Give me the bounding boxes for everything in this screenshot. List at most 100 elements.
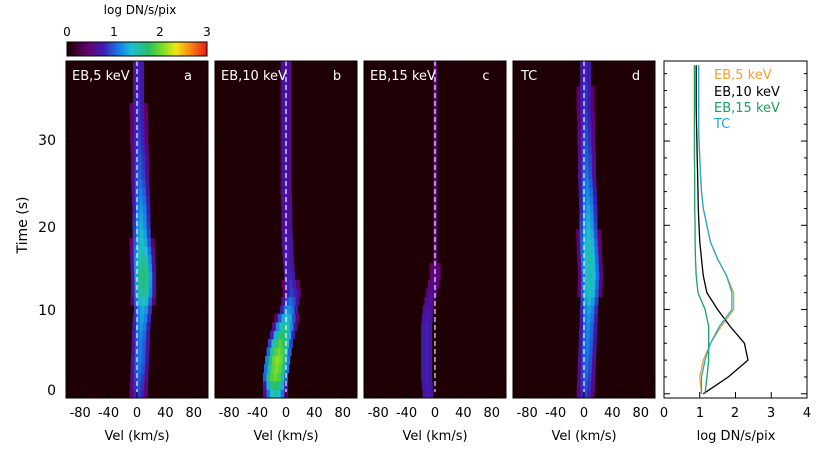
heatmap-cell xyxy=(130,254,135,264)
heatmap-cell xyxy=(282,237,286,247)
heatmap-cell xyxy=(280,178,285,188)
heatmap-cell xyxy=(134,288,139,298)
heatmap-b: -80 -40 0 40 80 xyxy=(214,60,358,421)
heatmap-cell xyxy=(590,229,595,239)
heatmap-cell xyxy=(429,271,434,281)
heatmap-cell xyxy=(577,136,582,146)
heatmap-cell xyxy=(577,355,582,365)
heatmap-cell xyxy=(132,204,137,213)
colorbar-cell xyxy=(157,42,160,56)
heatmap-cell xyxy=(137,364,142,374)
heatmap-cell xyxy=(137,111,141,121)
heatmap-cell xyxy=(433,77,438,87)
heatmap-cell xyxy=(133,246,138,256)
heatmap-cell xyxy=(583,237,588,247)
colorbar-cell xyxy=(99,42,102,56)
panel-b-xlabel: Vel (km/s) xyxy=(253,429,318,444)
panel-b-title: EB,10 keV xyxy=(221,69,287,84)
heatmap-cell xyxy=(579,204,584,213)
heatmap-cell xyxy=(591,364,596,374)
heatmap-cell xyxy=(581,153,586,163)
line-plot xyxy=(663,65,808,398)
line-xtick-4: 4 xyxy=(803,406,811,421)
heatmap-cell xyxy=(282,246,287,256)
heatmap-cell xyxy=(595,263,600,272)
colorbar-tick-3: 3 xyxy=(203,25,211,39)
heatmap-cell xyxy=(272,355,277,365)
heatmap-cell xyxy=(146,229,151,239)
heatmap-cell xyxy=(576,103,581,112)
panel-a-title: EB,5 keV xyxy=(72,69,130,84)
heatmap-cell xyxy=(147,246,152,256)
heatmap-cell xyxy=(129,237,134,247)
heatmap-cell xyxy=(275,322,280,331)
heatmap-cell xyxy=(588,170,593,180)
heatmap-cell xyxy=(426,288,430,298)
heatmap-cell xyxy=(280,162,285,171)
heatmap-cell xyxy=(143,322,147,331)
heatmap-cell xyxy=(137,128,142,138)
heatmap-cell xyxy=(577,263,582,272)
heatmap-cell xyxy=(279,305,284,315)
heatmap-cell xyxy=(134,296,139,306)
heatmap-cell xyxy=(581,271,586,281)
heatmap-cell xyxy=(136,313,141,323)
heatmap-cell xyxy=(139,212,144,222)
heatmap-cell xyxy=(597,229,602,239)
colorbar-cell xyxy=(147,42,150,56)
colorbar-cell xyxy=(107,42,110,56)
heatmap-cell xyxy=(273,372,278,382)
heatmap-cell xyxy=(580,288,585,298)
heatmap-cell xyxy=(132,322,137,331)
colorbar-cell xyxy=(111,42,114,56)
heatmap-cell xyxy=(293,322,298,331)
heatmap-cell xyxy=(595,271,600,281)
heatmap-cell xyxy=(280,381,285,390)
heatmap-cell xyxy=(137,263,142,272)
heatmap-cell xyxy=(583,103,588,112)
heatmap-cell xyxy=(429,305,434,315)
heatmap-cell xyxy=(281,212,286,222)
heatmap-cell xyxy=(138,339,143,348)
heatmap-cell xyxy=(140,254,145,264)
heatmap-cell xyxy=(281,195,285,205)
heatmap-cell xyxy=(133,372,138,382)
heatmap-cell xyxy=(140,381,145,390)
heatmap-cell xyxy=(587,254,592,264)
heatmap-cell xyxy=(593,330,598,340)
heatmap-cell xyxy=(284,313,289,323)
heatmap-cell xyxy=(285,364,290,374)
heatmap-cell xyxy=(282,322,287,331)
heatmap-cell xyxy=(424,372,429,382)
vel-tick-label: -40 xyxy=(98,406,119,421)
heatmap-cell xyxy=(584,254,589,264)
colorbar-cell xyxy=(197,42,200,56)
heatmap-cell xyxy=(429,288,434,298)
heatmap-cell xyxy=(425,313,430,323)
heatmap-cell xyxy=(584,263,589,272)
heatmap-cell xyxy=(288,204,293,213)
heatmap-cell xyxy=(585,178,590,188)
heatmap-cell xyxy=(145,271,150,281)
heatmap-cell xyxy=(136,103,141,112)
series-line-1 xyxy=(695,65,749,395)
heatmap-cell xyxy=(428,372,433,382)
heatmap-cell xyxy=(582,204,587,213)
colorbar-cell xyxy=(113,42,116,56)
heatmap-cell xyxy=(138,162,142,171)
heatmap-cell xyxy=(137,145,142,154)
heatmap-cell xyxy=(576,94,581,104)
heatmap-cell xyxy=(130,263,135,272)
heatmap-cell xyxy=(428,381,433,390)
heatmap-cell xyxy=(581,280,586,289)
panel-c-title: EB,15 keV xyxy=(370,69,436,84)
heatmap-cell xyxy=(285,229,290,239)
heatmap-cell xyxy=(582,221,587,230)
heatmap-cell xyxy=(134,263,139,272)
heatmap-cell xyxy=(590,221,594,230)
heatmap-cell xyxy=(587,136,592,146)
heatmap-cell xyxy=(421,355,426,365)
heatmap-cell xyxy=(428,364,433,374)
heatmap-cell xyxy=(287,305,291,315)
heatmap-cell xyxy=(281,296,286,306)
